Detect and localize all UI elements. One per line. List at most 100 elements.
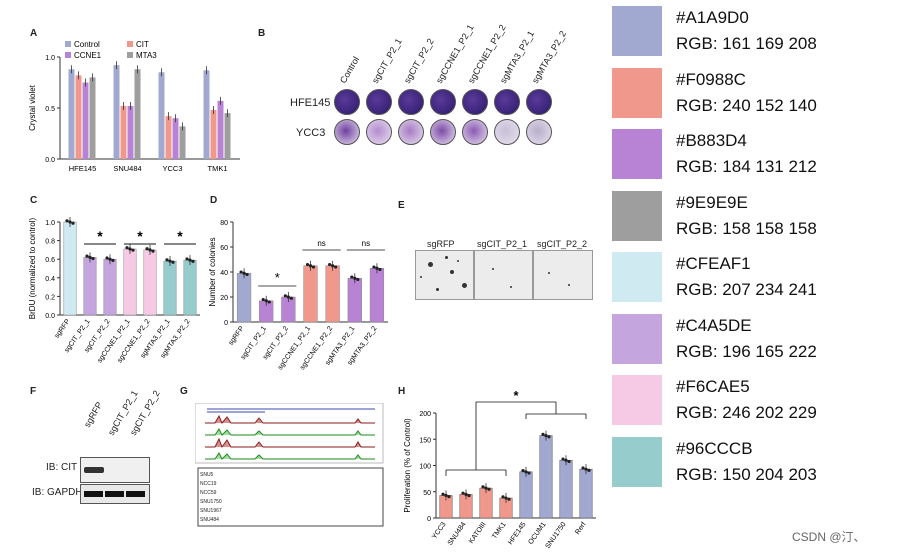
gapdh-band-2 (105, 491, 124, 497)
significance-star: * (275, 270, 280, 285)
x-tick-label-rerf: Rerf (574, 521, 587, 536)
data-point (168, 259, 172, 263)
bar-sgmta3-p2-1 (163, 260, 177, 316)
y-tick-label: 200 (419, 411, 431, 418)
x-tick-label-tmk1: TMK1 (491, 521, 508, 540)
panel-letter-c: C (30, 195, 38, 206)
panel-letter-f: F (30, 386, 37, 397)
data-point (464, 492, 468, 496)
data-point (111, 258, 115, 262)
data-point (504, 496, 508, 500)
swatch-rgb: RGB: 207 234 241 (676, 280, 817, 299)
x-tick-label-katoiii: KATOIII (468, 521, 488, 545)
swatch-hex: #CFEAF1 (676, 254, 751, 273)
y-tick-label: 80 (220, 220, 228, 227)
plate-ycc3-sgcit-p2-1 (366, 119, 392, 145)
plate-ycc3-sgmta3-p2-1 (494, 119, 520, 145)
plate-hfe145-sgcit-p2-1 (366, 89, 392, 115)
bar-ocum1 (539, 435, 553, 519)
data-point (461, 491, 465, 495)
legend-swatch-control (65, 41, 71, 47)
data-point (71, 221, 75, 225)
data-point (372, 265, 376, 269)
column-label-sgmta3-p2-2: sgMTA3_P2_2 (530, 29, 569, 85)
panel-letter-g: G (180, 386, 188, 397)
track-label-snu1750: SNU1750 (200, 499, 222, 505)
legend-label-mta3: MTA3 (136, 51, 157, 60)
swatch-row-1: #F0988C RGB: 240 152 140 (612, 66, 902, 124)
legend-swatch-cit (127, 41, 133, 47)
legend-label-cit: CIT (136, 40, 149, 49)
data-point (188, 258, 192, 262)
plate-ycc3-sgccne1-p2-1 (430, 119, 456, 145)
chart-h-proliferation: 0 50 100 150 200 Proliferation (% of Control)… (403, 388, 596, 550)
bar-ycc3-mta3 (179, 126, 186, 159)
swatch-row-7: #96CCCB RGB: 150 204 203 (612, 435, 902, 493)
y-tick-label: 0.4 (45, 276, 55, 283)
band-label-cit: IB: CIT (46, 462, 78, 473)
y-tick-label: 0 (427, 516, 431, 523)
color-swatch (612, 129, 662, 179)
data-point (441, 492, 445, 496)
x-tick-label-sgrfp: sgRFP (228, 325, 246, 347)
data-point (108, 257, 112, 261)
column-label-sgcit-p2-2: sgCIT_P2_2 (402, 36, 436, 85)
data-point (467, 493, 471, 498)
swatch-hex: #A1A9D0 (676, 8, 749, 27)
plate-ycc3-sgccne1-p2-2 (462, 119, 488, 145)
track-label-snu5: SNU5 (200, 472, 214, 478)
bar-ycc3-cit (165, 116, 172, 159)
y-tick-label: 0.2 (45, 294, 55, 301)
panel-letter-e: E (398, 200, 405, 211)
data-point (487, 487, 491, 491)
bar-sgrfp (236, 273, 252, 323)
watermark: CSDN @汀、 (792, 530, 866, 544)
legend-label-control: Control (74, 40, 100, 49)
swatch-hex: #96CCCB (676, 438, 753, 458)
data-point (88, 255, 92, 259)
bar-sgccne1-p2-2 (325, 265, 340, 323)
colony-label-sgrfp: sgRFP (427, 239, 455, 249)
x-tick-label-ycc3: YCC3 (431, 521, 448, 540)
colony-image-sgcit-p2-2 (533, 250, 593, 300)
data-point (527, 471, 531, 475)
data-point (444, 493, 448, 498)
y-tick-label: 0.8 (45, 239, 55, 246)
swatch-rgb: RGB: 158 158 158 (676, 218, 817, 238)
data-point (283, 294, 287, 298)
swatch-row-6: #F6CAE5 RGB: 246 202 229 (612, 373, 902, 431)
column-label-control: Control (338, 54, 362, 85)
bar-snu484-cit (120, 105, 127, 159)
data-point (65, 219, 69, 223)
data-point (521, 469, 525, 473)
chart-a-crystal-violet: 0.0 0.5 1.0 Crystal violet HFE145 SNU484 YCC3 T… (28, 40, 240, 173)
y-tick-label: 0 (224, 320, 228, 327)
swatch-rgb: RGB: 184 131 212 (676, 157, 817, 176)
colony-dot (428, 262, 433, 267)
data-point (564, 458, 568, 462)
x-tick-label-ocum1: OCUM1 (527, 521, 547, 546)
color-swatch (612, 190, 662, 241)
significance-star: * (97, 228, 103, 244)
colony-label-sgcit-p2-1: sgCIT_P2_1 (477, 239, 528, 249)
data-point (544, 433, 548, 438)
x-tick-label-hfe145: HFE145 (507, 521, 528, 546)
row-label-hfe145: HFE145 (290, 97, 331, 109)
color-swatch (612, 6, 662, 56)
data-point (356, 277, 360, 282)
data-point (524, 470, 528, 474)
data-point (561, 457, 565, 461)
data-point (85, 254, 89, 258)
data-point (584, 467, 588, 471)
data-point (311, 265, 316, 269)
panel-letter-d: D (210, 195, 218, 206)
y-tick-label: 0.0 (45, 157, 55, 164)
data-point (191, 259, 195, 263)
swatch-hex: #F6CAE5 (676, 377, 750, 396)
data-point (350, 275, 354, 279)
data-point (91, 256, 95, 261)
colony-dot (548, 272, 550, 274)
y-tick-label: 40 (220, 270, 228, 277)
significance-star: * (137, 228, 143, 244)
bar-sgccne1-p2-1 (303, 265, 318, 323)
